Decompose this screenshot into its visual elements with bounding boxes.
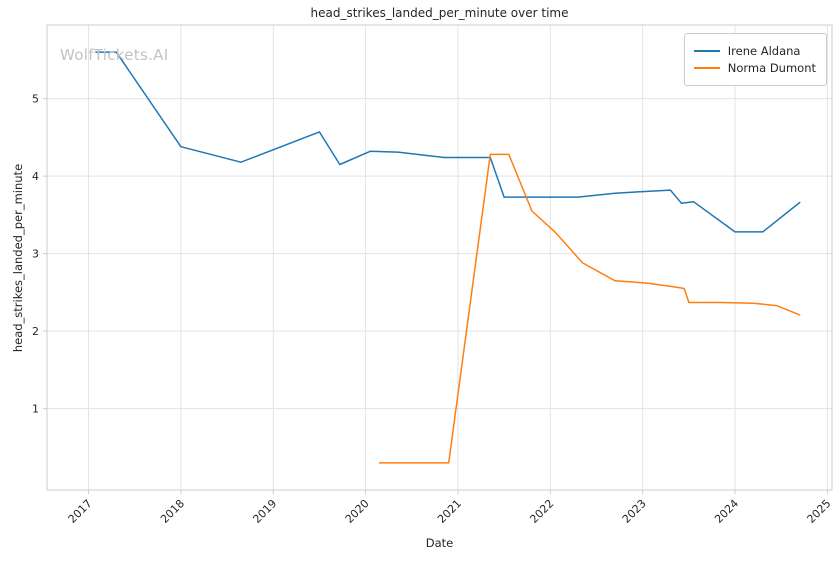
y-tick-label: 5 <box>32 93 39 106</box>
x-axis-label: Date <box>425 536 454 550</box>
x-tick-label: 2019 <box>250 497 279 526</box>
legend-entry-norma-dumont: Norma Dumont <box>693 61 816 75</box>
x-tick-label: 2018 <box>158 497 187 526</box>
series-line-irene-aldana <box>95 51 801 233</box>
x-tick-label: 2020 <box>343 497 372 526</box>
legend-line-swatch <box>693 50 720 52</box>
series-line-norma-dumont <box>378 153 801 464</box>
watermark: WolfTickets.AI <box>60 46 169 64</box>
legend-line-swatch <box>693 67 720 69</box>
legend-label: Norma Dumont <box>727 61 816 75</box>
x-tick-label: 2022 <box>527 497 556 526</box>
y-axis-label: head_strikes_landed_per_minute <box>11 163 25 353</box>
y-tick-label: 3 <box>32 248 39 261</box>
chart-title: head_strikes_landed_per_minute over time <box>310 6 569 20</box>
x-tick-label: 2017 <box>66 497 95 526</box>
plot-border <box>46 24 833 491</box>
y-tick-label: 4 <box>32 170 39 183</box>
legend: Irene Aldana Norma Dumont <box>683 33 827 86</box>
y-tick-label: 2 <box>32 325 39 338</box>
legend-label: Irene Aldana <box>727 44 801 58</box>
x-tick-label: 2024 <box>712 497 741 526</box>
x-tick-label: 2023 <box>620 497 649 526</box>
y-tick-label: 1 <box>32 403 39 416</box>
legend-entry-irene-aldana: Irene Aldana <box>693 44 816 58</box>
x-tick-label: 2025 <box>805 497 834 526</box>
x-tick-label: 2021 <box>435 497 464 526</box>
